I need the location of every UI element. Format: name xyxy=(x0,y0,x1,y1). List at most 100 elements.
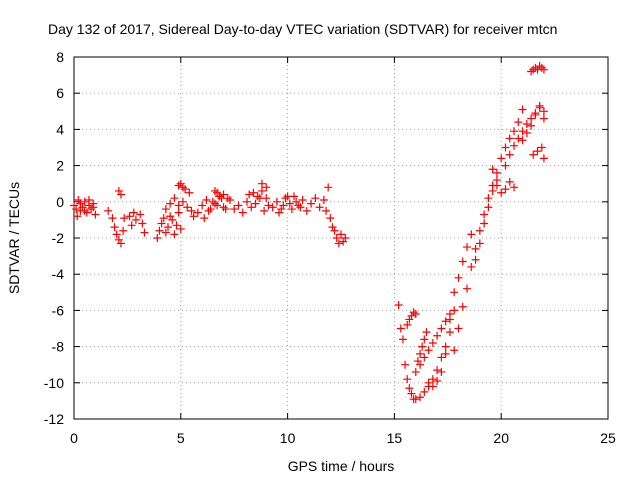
data-point xyxy=(437,353,446,362)
data-point xyxy=(193,208,202,217)
data-point xyxy=(428,382,437,391)
data-point xyxy=(413,357,422,366)
data-point xyxy=(337,230,345,239)
grid-lines xyxy=(74,57,608,419)
data-point xyxy=(221,205,230,214)
data-point xyxy=(307,199,316,208)
data-point xyxy=(450,288,459,297)
data-point xyxy=(78,203,87,212)
data-point xyxy=(287,205,296,214)
data-point xyxy=(110,223,119,232)
data-point xyxy=(527,114,536,123)
data-point xyxy=(441,349,450,358)
data-point xyxy=(418,342,427,351)
data-point xyxy=(445,328,454,337)
data-point xyxy=(210,186,219,195)
data-point xyxy=(484,203,493,212)
data-point xyxy=(155,226,164,235)
data-point xyxy=(471,244,480,253)
data-point xyxy=(488,165,497,174)
data-point xyxy=(112,230,121,239)
data-point xyxy=(251,199,260,208)
data-point xyxy=(322,206,331,215)
data-point xyxy=(249,188,258,197)
data-point xyxy=(183,203,192,212)
data-point xyxy=(328,223,337,232)
data-point xyxy=(454,324,463,333)
data-point xyxy=(247,203,256,212)
data-point xyxy=(510,141,519,150)
data-point xyxy=(294,201,303,210)
data-point xyxy=(416,360,425,369)
data-point xyxy=(161,205,170,214)
data-point xyxy=(298,195,307,204)
data-point xyxy=(537,63,546,72)
data-point xyxy=(441,342,450,351)
data-point xyxy=(488,186,497,195)
data-point xyxy=(539,154,548,163)
data-point xyxy=(198,201,207,210)
data-point xyxy=(480,210,489,219)
data-point xyxy=(403,375,412,384)
data-point xyxy=(437,367,446,376)
data-point xyxy=(189,212,198,221)
data-point xyxy=(475,239,484,248)
data-point xyxy=(129,208,138,217)
data-point xyxy=(174,181,183,190)
axis-ticks xyxy=(73,56,609,420)
y-axis-label: SDTVAR / TECUs xyxy=(6,182,22,294)
x-tick-label: 5 xyxy=(177,430,185,446)
data-point xyxy=(131,215,140,224)
data-point xyxy=(411,367,420,376)
data-point xyxy=(416,393,425,402)
data-point xyxy=(450,306,459,315)
data-point xyxy=(163,223,172,232)
data-point xyxy=(200,214,209,223)
data-point xyxy=(533,147,542,156)
data-point xyxy=(264,201,273,210)
data-point xyxy=(253,192,262,201)
data-point xyxy=(501,161,510,170)
data-point xyxy=(176,179,185,188)
data-point xyxy=(501,143,510,152)
data-point xyxy=(424,346,433,355)
data-point xyxy=(223,194,232,203)
data-point xyxy=(219,203,228,212)
y-tick-label: 2 xyxy=(56,158,64,174)
data-point xyxy=(174,201,183,210)
data-point xyxy=(302,206,311,215)
data-point xyxy=(445,315,454,324)
data-point xyxy=(471,255,480,264)
data-point xyxy=(510,183,519,192)
data-point xyxy=(424,378,433,387)
data-point xyxy=(73,212,82,221)
x-tick-label: 0 xyxy=(70,430,78,446)
data-point xyxy=(204,206,213,215)
data-point xyxy=(260,206,269,215)
data-point xyxy=(420,387,429,396)
data-point xyxy=(159,214,168,223)
data-point xyxy=(91,210,100,219)
data-point xyxy=(268,203,277,212)
data-point xyxy=(80,197,89,206)
data-point xyxy=(170,230,179,239)
data-point xyxy=(420,335,429,344)
data-point xyxy=(497,154,506,163)
data-point xyxy=(82,208,91,217)
x-tick-label: 10 xyxy=(280,430,296,446)
data-point xyxy=(420,353,429,362)
data-point xyxy=(80,206,89,215)
data-point xyxy=(202,195,211,204)
data-point xyxy=(125,212,134,221)
data-point xyxy=(458,257,467,266)
data-point xyxy=(206,205,215,214)
data-point xyxy=(403,320,412,329)
data-point xyxy=(272,197,281,206)
data-point xyxy=(396,324,405,333)
data-point xyxy=(210,199,219,208)
data-point xyxy=(405,384,414,393)
data-point xyxy=(463,243,472,252)
data-point xyxy=(166,212,175,221)
data-point xyxy=(114,186,123,195)
